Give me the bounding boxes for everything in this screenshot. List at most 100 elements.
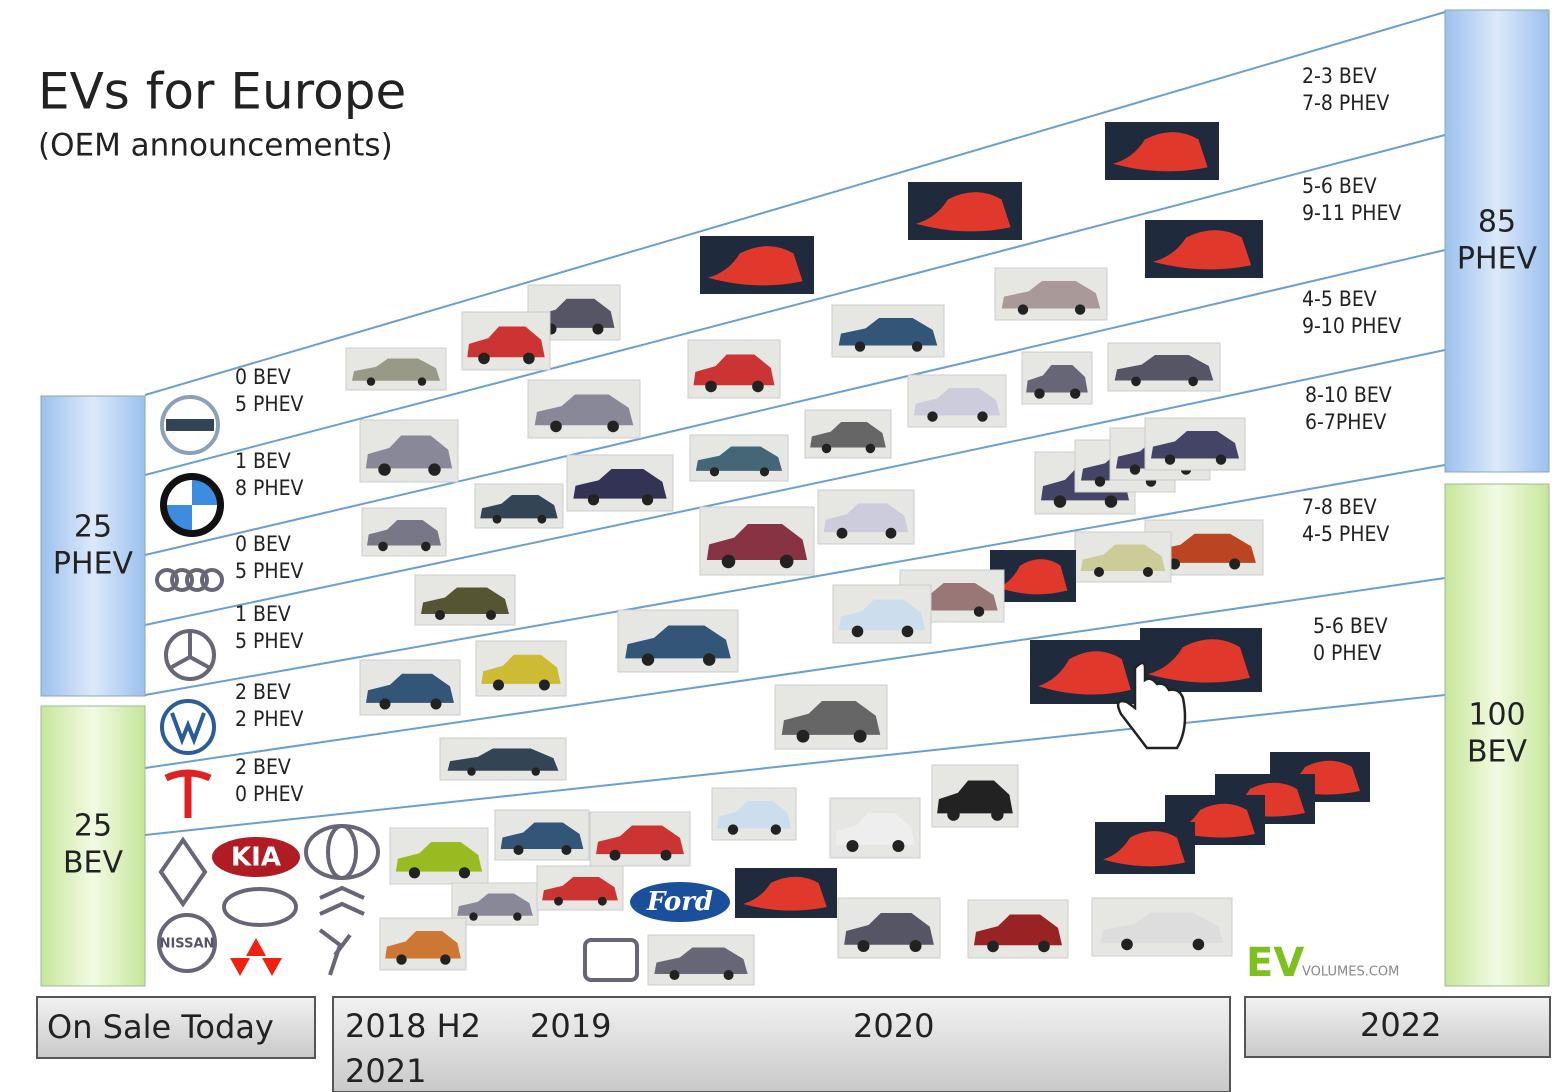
car-body <box>974 914 1062 946</box>
announced-count: 9-10 PHEV <box>1302 314 1401 338</box>
concept-car-shape <box>708 246 803 286</box>
car-body <box>1152 533 1256 563</box>
car-wheel <box>865 443 876 454</box>
car-body <box>706 524 808 561</box>
car-body <box>695 446 783 471</box>
car-wheel <box>1129 464 1141 475</box>
car-wheel <box>885 527 897 539</box>
car-wheel <box>513 845 524 855</box>
oem-count: 2 PHEV <box>235 707 304 731</box>
car-body <box>781 701 881 735</box>
oem-count: 1 BEV <box>235 602 291 626</box>
count: 100 <box>1468 698 1525 733</box>
car-wheel <box>1131 376 1141 387</box>
oem-count: 1 BEV <box>235 449 291 473</box>
car-body <box>500 822 584 849</box>
car-wheel <box>669 970 680 980</box>
car-body <box>365 435 453 469</box>
brand-ev: EV <box>1246 940 1304 986</box>
car-wheel <box>752 380 764 393</box>
car-wheel <box>550 420 562 433</box>
car-wheel <box>1094 567 1104 577</box>
oem-count: 5 PHEV <box>235 629 304 653</box>
car-wheel <box>421 541 431 552</box>
timeline-label: 2019 <box>530 1007 611 1045</box>
car-wheel <box>458 867 471 879</box>
car-wheel <box>703 653 716 666</box>
announced-count: 8-10 BEV <box>1305 383 1392 407</box>
car-wheel <box>417 377 427 386</box>
announced-count: 5-6 BEV <box>1313 614 1388 638</box>
oem-count: 0 BEV <box>235 532 291 556</box>
car-wheel <box>597 896 607 906</box>
oem-count: 2 BEV <box>235 755 291 779</box>
car-body <box>385 931 461 959</box>
car-wheel <box>759 467 770 477</box>
car-wheel <box>469 912 478 921</box>
car-wheel <box>440 954 451 965</box>
car-wheel <box>977 411 988 422</box>
car-wheel <box>641 653 655 666</box>
timeline-box <box>1244 996 1551 1058</box>
car-wheel <box>493 679 504 691</box>
car-body <box>367 520 441 546</box>
car-body <box>937 780 1013 814</box>
car-body <box>1001 281 1101 309</box>
car-wheel <box>378 463 391 476</box>
car-wheel <box>947 808 960 821</box>
car-wheel <box>973 606 985 617</box>
car-body <box>457 893 533 916</box>
car-body <box>1026 365 1088 393</box>
car-body <box>810 422 886 448</box>
car-wheel <box>927 411 938 422</box>
count-label: BEV <box>1467 735 1528 770</box>
car-wheel <box>1038 940 1050 953</box>
cursor <box>1116 661 1187 750</box>
car-body <box>823 503 909 533</box>
car-body <box>1151 431 1239 459</box>
car-body <box>596 825 684 855</box>
announced-count: 5-6 BEV <box>1302 174 1377 198</box>
fan-lines <box>144 11 1446 836</box>
announced-count: 7-8 PHEV <box>1302 91 1389 115</box>
car-wheel <box>901 625 914 638</box>
car-wheel <box>1188 376 1198 387</box>
announced-count: 6-7PHEV <box>1305 410 1386 434</box>
target-bev-box <box>1444 483 1550 987</box>
car-wheel <box>366 377 376 386</box>
car-wheel <box>909 940 922 952</box>
car-wheel <box>709 467 720 477</box>
car-wheel <box>430 698 442 710</box>
car-wheel <box>1229 558 1241 570</box>
car-body <box>467 326 545 358</box>
concept-car-shape <box>998 559 1068 595</box>
oem-count: 0 BEV <box>235 365 291 389</box>
car-wheel <box>853 729 867 743</box>
car-wheel <box>396 954 407 965</box>
announced-count: 2-3 BEV <box>1302 64 1377 88</box>
car-wheel <box>892 840 905 852</box>
car-wheel <box>592 323 604 335</box>
car-wheel <box>379 698 391 710</box>
concept-car-shape <box>1103 831 1185 867</box>
announced-count: 4-5 PHEV <box>1302 522 1389 546</box>
timeline-box <box>36 996 316 1059</box>
car-wheel <box>987 940 999 953</box>
car-wheel <box>492 514 502 524</box>
car-wheel <box>1192 938 1205 951</box>
car-wheel <box>660 849 672 861</box>
car-wheel <box>854 341 866 352</box>
car-body <box>395 842 483 872</box>
car-wheel <box>561 845 572 855</box>
concept-car-shape <box>1153 230 1252 270</box>
announced-count: 0 PHEV <box>1313 641 1382 665</box>
car-wheel <box>991 808 1004 821</box>
car-body <box>838 599 926 631</box>
car-wheel <box>821 443 832 454</box>
car-wheel <box>408 867 421 879</box>
car-wheel <box>1164 454 1176 465</box>
count-label: PHEV <box>1457 242 1538 277</box>
car-body <box>366 673 454 703</box>
timeline-label: 2018 H2 <box>345 1007 481 1045</box>
